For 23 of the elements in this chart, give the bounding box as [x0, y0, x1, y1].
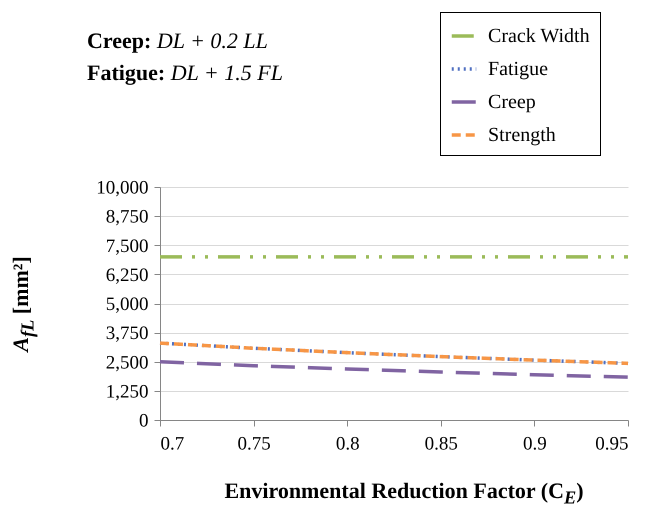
x-tick-label: 0.75 — [237, 434, 271, 454]
y-tick-label: 5,000 — [106, 294, 148, 315]
x-tick-label: 0.9 — [523, 434, 547, 454]
y-tick-label: 6,250 — [106, 264, 148, 286]
x-tick-label: 0.8 — [336, 434, 360, 454]
y-tick-label: 3,750 — [106, 323, 148, 344]
x-axis-title: Environmental Reduction Factor (C$_{E}$) — [223, 478, 585, 508]
legend-label: Crack Width — [488, 25, 590, 47]
y-tick-label: 0 — [139, 410, 148, 432]
x-tick-label: 0.85 — [424, 434, 458, 454]
y-tick-label: 1,250 — [106, 381, 148, 402]
x-tick-label: 0.7 — [160, 434, 184, 454]
x-tick-label: 0.95 — [595, 434, 628, 454]
text: Creep: DL + 0.2 LL — [87, 28, 268, 53]
legend-label: Fatigue — [488, 58, 548, 80]
y-tick-label: 7,500 — [106, 236, 148, 257]
legend-label: Creep — [488, 91, 536, 113]
line-series — [158, 360, 630, 379]
y-tick-label: 8,750 — [106, 206, 148, 228]
y-tick-label: 2,500 — [106, 352, 148, 374]
y-tick-label: 10,000 — [96, 178, 148, 198]
text: Fatigue: DL + 1.5 FL — [87, 60, 283, 85]
legend-label: Strength — [488, 124, 556, 146]
